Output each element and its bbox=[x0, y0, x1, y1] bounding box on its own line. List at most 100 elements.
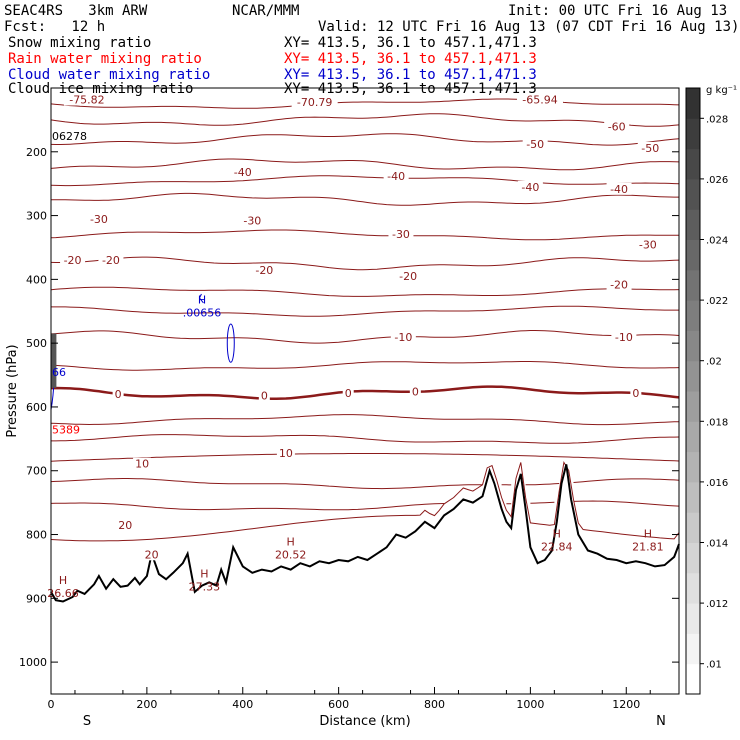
extremum-letter: H bbox=[287, 536, 295, 549]
colorbar-swatch bbox=[686, 118, 700, 150]
field-name-snow: Snow mixing ratio bbox=[8, 35, 152, 51]
contour-label-bg bbox=[390, 330, 416, 343]
contour-label: -40 bbox=[521, 181, 539, 194]
contour-label-bg bbox=[112, 388, 124, 401]
contour-label-bg bbox=[383, 170, 409, 183]
contour-label-bg bbox=[635, 238, 661, 251]
field-xy-cloud-ice: XY= 413.5, 36.1 to 457.1,471.3 bbox=[284, 81, 537, 97]
contour-label: -20 bbox=[399, 270, 417, 283]
colorbar-swatch bbox=[686, 512, 700, 543]
colorbar-swatch bbox=[686, 572, 700, 604]
colorbar-swatch bbox=[686, 542, 700, 574]
contour-label: -30 bbox=[392, 228, 410, 241]
y-tick-label: 700 bbox=[26, 465, 47, 478]
contour-label: -40 bbox=[610, 183, 628, 196]
contour-label-bg bbox=[630, 386, 642, 399]
field-name-rain: Rain water mixing ratio bbox=[8, 51, 202, 67]
terrain-layer bbox=[50, 464, 680, 603]
contour-label-bg bbox=[606, 182, 632, 195]
colorbar-swatch bbox=[686, 178, 700, 210]
colorbar-tick-label: .028 bbox=[706, 114, 728, 125]
colorbar-unit: g kg⁻¹ bbox=[706, 85, 737, 96]
contour-label-bg bbox=[251, 263, 277, 276]
contour-label: 10 bbox=[135, 458, 149, 471]
isotherm-line bbox=[50, 175, 680, 187]
y-axis-label: Pressure (hPa) bbox=[5, 344, 20, 437]
contour-label: 0 bbox=[115, 388, 122, 401]
contour-label-bg bbox=[522, 138, 548, 151]
isotherm-10 bbox=[50, 453, 680, 462]
contour-label-bg bbox=[116, 518, 135, 531]
contour-labels: -75.82 -70.79 -65.94 -60 -50 -50 -40 -40 -40 -40 -… bbox=[47, 93, 664, 600]
extremum-value: 20.52 bbox=[275, 549, 307, 562]
y-tick-label: 800 bbox=[26, 529, 47, 542]
header-init: Init: 00 UTC Fri 16 Aug 13 bbox=[508, 3, 728, 19]
extremum-letter: H bbox=[644, 527, 652, 540]
isotherm-line bbox=[50, 98, 680, 109]
contour-label-bg bbox=[63, 93, 110, 106]
x-tick-label: 0 bbox=[48, 698, 55, 711]
colorbar-tick-label: .018 bbox=[706, 417, 728, 428]
colorbar-tick-label: .026 bbox=[706, 175, 728, 186]
field-name-cloud-water: Cloud water mixing ratio bbox=[8, 67, 211, 83]
contour-label-bg bbox=[388, 228, 414, 241]
y-tick-label: 900 bbox=[26, 592, 47, 605]
isotherm-minus50 bbox=[50, 133, 680, 146]
y-tick-label: 200 bbox=[26, 146, 47, 159]
contour-label-bg bbox=[291, 96, 338, 109]
contour-label: -40 bbox=[234, 166, 252, 179]
contour-label-bg bbox=[606, 278, 632, 291]
contour-label: 20 bbox=[145, 548, 159, 561]
contour-label: -30 bbox=[243, 215, 261, 228]
contour-label: -30 bbox=[90, 213, 108, 226]
contour-label-bg bbox=[142, 548, 161, 561]
y-tick-label: 1000 bbox=[19, 656, 47, 669]
colorbar-swatch bbox=[686, 300, 700, 331]
contour-label-bg bbox=[230, 166, 256, 179]
isotherm-minus10 bbox=[50, 330, 680, 344]
colorbar-swatch bbox=[686, 148, 700, 180]
x-tick-label: 1200 bbox=[612, 698, 640, 711]
contour-label: -75.82 bbox=[69, 93, 104, 106]
colorbar-swatch bbox=[686, 209, 700, 240]
isotherm-line bbox=[51, 305, 679, 317]
contour-label-bg bbox=[60, 254, 86, 267]
end-label-north: N bbox=[656, 714, 666, 729]
x-tick-label: 400 bbox=[232, 698, 253, 711]
isotherm-minus20 bbox=[50, 256, 680, 271]
y-tick-label: 600 bbox=[26, 401, 47, 414]
snow-shading bbox=[51, 333, 57, 388]
extremum-value: 27.33 bbox=[189, 581, 221, 594]
header-valid: Valid: 12 UTC Fri 16 Aug 13 (07 CDT Fri … bbox=[318, 19, 740, 35]
colorbar-swatch bbox=[686, 451, 700, 483]
contour-label-bg bbox=[517, 180, 543, 193]
contour-label: -65.94 bbox=[522, 93, 557, 106]
contour-label-bg bbox=[342, 386, 354, 399]
y-tick-label: 500 bbox=[26, 337, 47, 350]
colorbar-swatch bbox=[686, 88, 700, 119]
isotherm-line bbox=[50, 286, 680, 297]
colorbar-tick-label: .012 bbox=[706, 599, 728, 610]
colorbar-swatch bbox=[686, 330, 700, 362]
edge-label: 66 bbox=[52, 366, 66, 379]
colorbar-tick-label: .014 bbox=[706, 539, 728, 550]
colorbar-tick-label: .024 bbox=[706, 236, 728, 247]
colorbar-frame bbox=[685, 87, 701, 695]
colorbar-swatch bbox=[686, 633, 700, 665]
contour-label: 0 bbox=[412, 386, 419, 399]
contour-label: -40 bbox=[387, 170, 405, 183]
extremum-letter: H bbox=[59, 574, 67, 587]
contour-label-bg bbox=[276, 446, 295, 459]
end-label-south: S bbox=[83, 714, 91, 729]
x-tick-label: 1000 bbox=[516, 698, 544, 711]
cloud-water-tick bbox=[198, 293, 204, 304]
isotherm-0 bbox=[50, 385, 680, 400]
isotherm-20 bbox=[50, 460, 680, 542]
colorbar-swatch bbox=[686, 421, 700, 453]
colorbar-tick-label: .02 bbox=[706, 357, 722, 368]
contour-label: -20 bbox=[102, 254, 120, 267]
contour-label: -30 bbox=[639, 238, 657, 251]
colorbar-tick-label: .022 bbox=[706, 296, 728, 307]
